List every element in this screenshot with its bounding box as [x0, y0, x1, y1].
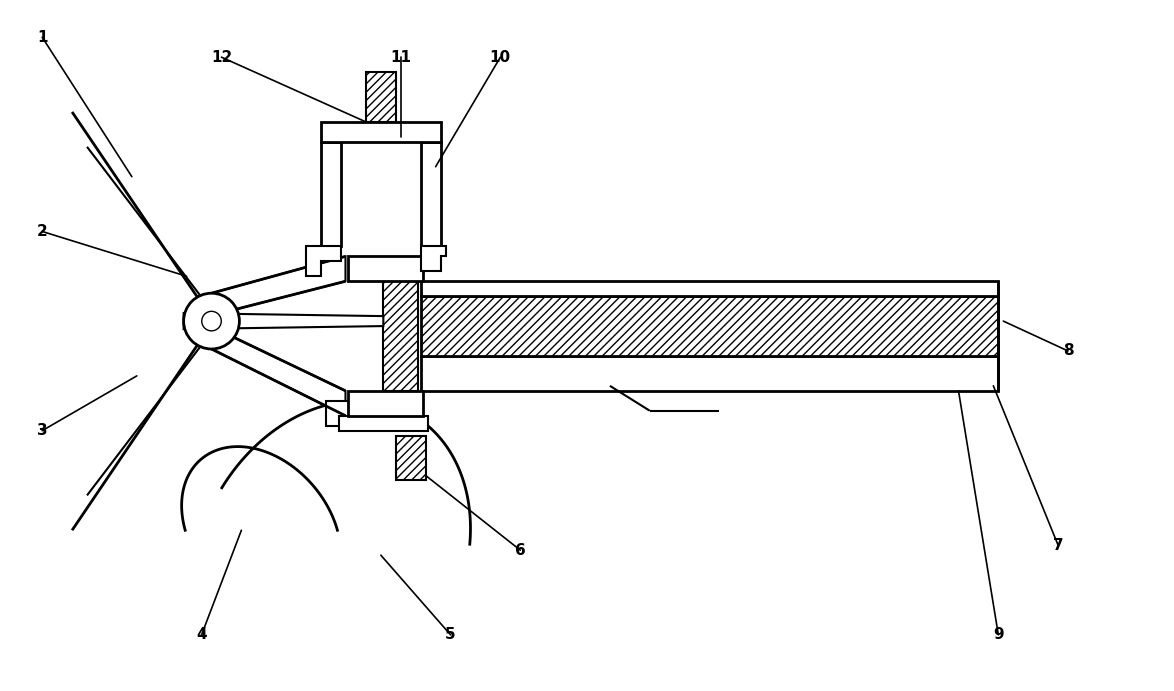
Circle shape: [202, 312, 221, 331]
Bar: [420, 356, 998, 391]
Bar: [396, 435, 426, 480]
Text: 9: 9: [993, 627, 1004, 643]
Bar: [321, 122, 440, 142]
Bar: [349, 391, 423, 416]
Text: 10: 10: [490, 50, 511, 65]
Text: 11: 11: [390, 50, 411, 65]
Polygon shape: [183, 313, 384, 329]
Polygon shape: [420, 247, 446, 272]
Bar: [420, 296, 998, 356]
Bar: [366, 72, 396, 122]
Text: 2: 2: [36, 224, 48, 239]
Bar: [349, 256, 423, 281]
Bar: [326, 401, 360, 426]
Bar: [420, 281, 998, 296]
Polygon shape: [211, 256, 345, 316]
Polygon shape: [306, 247, 340, 276]
Text: 5: 5: [445, 627, 456, 643]
Text: 1: 1: [36, 30, 47, 45]
Text: 8: 8: [1062, 343, 1073, 359]
Polygon shape: [321, 142, 340, 247]
Text: 6: 6: [515, 542, 526, 558]
Polygon shape: [211, 327, 345, 416]
Text: 7: 7: [1053, 538, 1064, 553]
Text: 3: 3: [36, 423, 47, 438]
Circle shape: [183, 293, 239, 349]
Polygon shape: [420, 142, 440, 247]
Text: 12: 12: [211, 50, 232, 65]
Bar: [384, 281, 418, 391]
Text: 4: 4: [196, 627, 207, 643]
Bar: [338, 416, 429, 430]
